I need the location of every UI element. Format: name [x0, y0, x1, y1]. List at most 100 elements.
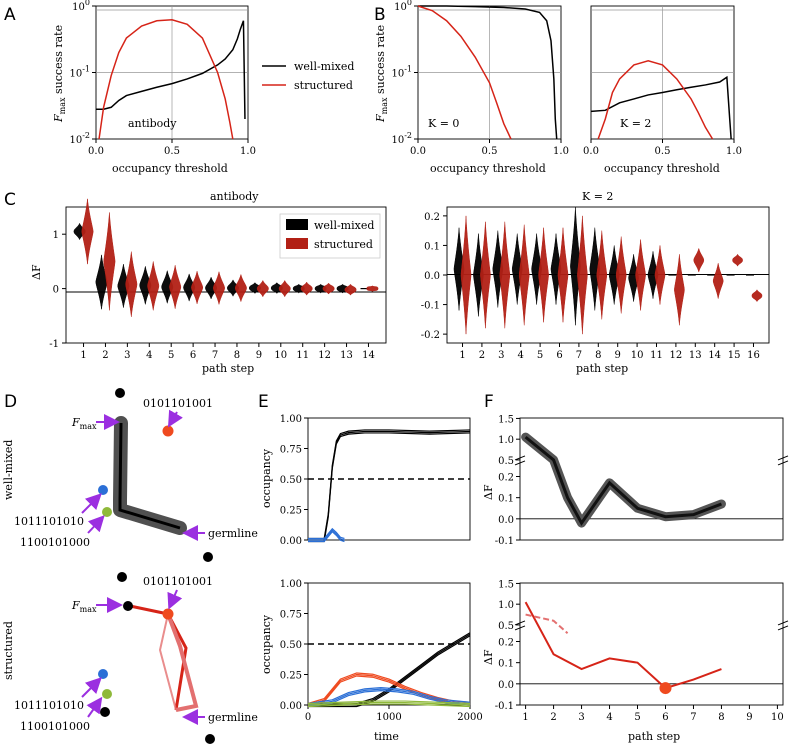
B2-xtick-label: 0.5 [655, 146, 671, 157]
C2-violin-structured [674, 254, 685, 326]
C1-ytick-label: 0 [53, 285, 59, 296]
C1-xtick-label: 2 [102, 350, 108, 361]
F2-xtick-label: 4 [606, 712, 612, 723]
E1-ytick-label: 0.50 [280, 475, 302, 486]
F2-highlight-marker [659, 682, 672, 695]
C1-xtick-label: 1 [80, 350, 86, 361]
panel-f-xlabel: path step [628, 730, 680, 743]
tick-exponent: 0 [407, 0, 412, 7]
panel-b-right-chart: K = 2 occupancy threshold 0.0 0.5 1.0 [583, 5, 742, 175]
E2-xtick-label: 2000 [457, 712, 482, 723]
C2-xtick-label: 13 [689, 350, 702, 361]
A-series-well-mixed [96, 20, 246, 119]
E2-xtick-label: 1000 [376, 712, 401, 723]
E2-xtick-label: 0 [305, 712, 311, 723]
C2-ytick-label: -0.1 [421, 301, 440, 312]
C2-xtick-label: 11 [650, 350, 663, 361]
E2-series-green [307, 700, 471, 705]
F2-ytick-label: 0.0 [498, 680, 514, 691]
C1-violin-structured [366, 285, 379, 292]
legend-c-well-mixed: well-mixed [314, 219, 374, 232]
C2-violin-structured [499, 221, 511, 329]
F2-ytick-label: 1.5 [498, 579, 514, 590]
B1-ytick-label: 10-1 [391, 65, 412, 80]
F1-series-well-mixed path [524, 435, 722, 526]
B1-xtick-label: 0.5 [482, 146, 498, 157]
B2-xtick-label: 0.0 [583, 146, 599, 157]
A-xtick-label: 0.0 [88, 146, 104, 157]
C2-xtick-label: 10 [631, 350, 644, 361]
structured-path [129, 604, 188, 711]
panel-e-bottom-chart: occupancy time 0.00 0.25 0.50 0.75 1.00 0 1000… [260, 579, 483, 743]
E2-ytick-label: 0.75 [280, 610, 302, 621]
node-bottom-right-2 [205, 734, 215, 744]
C1-violin-structured [125, 251, 138, 317]
C1-xtick-label: 5 [168, 350, 174, 361]
F2-ytick-label: -0.1 [495, 701, 514, 712]
C2-violin-structured [460, 215, 472, 335]
F2-axis-break [777, 620, 789, 626]
E1-series-F_max [308, 429, 471, 540]
F1-axis-break [777, 455, 789, 461]
C2-xtick-label: 16 [747, 350, 760, 361]
panel-c-right-xlabel: path step [576, 362, 628, 375]
A-xtick-label: 1.0 [240, 146, 256, 157]
C1-xtick-label: 12 [318, 350, 331, 361]
panel-letter-e: E [258, 392, 269, 412]
C2-violin-structured [557, 227, 569, 323]
C2-violin-structured [712, 263, 724, 299]
C2-violin-structured [596, 230, 608, 320]
node-blue [98, 485, 108, 495]
E2-ytick-label: 0.00 [280, 701, 302, 712]
E1-ytick-label: 1.00 [280, 414, 302, 425]
row-label-structured: structured [2, 621, 15, 680]
B1-series-well-mixed [418, 5, 558, 140]
C2-xtick-label: 7 [576, 350, 582, 361]
seq-mid-1: 1011101010 [14, 515, 84, 528]
C1-violin-structured [256, 279, 269, 298]
F1-ytick-label: 1.5 [498, 414, 514, 425]
legend-panel-a: well-mixed structured [262, 60, 354, 92]
panel-a-xlabel: occupancy threshold [112, 162, 228, 175]
panel-e-xlabel: time [374, 730, 399, 743]
node-blue-2 [98, 669, 108, 679]
E1-series-blue [308, 530, 345, 543]
panel-e-top-ylabel: occupancy [260, 448, 273, 508]
node-top-2 [117, 572, 127, 582]
node-top [115, 388, 125, 398]
seq-bot-1: 1100101000 [20, 536, 90, 549]
panel-letter-b: B [374, 5, 386, 25]
F2-axis-break [514, 620, 526, 626]
C1-violin-structured [169, 265, 182, 309]
panel-a-chart: antibody occupancy threshold Fmax succes… [52, 0, 256, 175]
C2-violin-structured [518, 224, 530, 326]
C1-xtick-label: 6 [190, 350, 196, 361]
C2-xtick-label: 4 [518, 350, 524, 361]
F2-xtick-label: 9 [746, 712, 752, 723]
C1-ytick-label: 1 [53, 230, 59, 241]
E1-series-blue [308, 529, 345, 541]
E2-series-blue [307, 688, 471, 706]
node-fmax-2 [123, 601, 133, 611]
C2-xtick-label: 3 [498, 350, 504, 361]
F2-xtick-label: 8 [718, 712, 724, 723]
F1-series-shadow [521, 432, 726, 528]
E1-series-F_max [308, 430, 471, 541]
F2-xtick-label: 5 [634, 712, 640, 723]
tick-exponent: 0 [85, 0, 90, 7]
E2-series-blue [307, 690, 471, 708]
F2-axis-break [777, 625, 789, 631]
F1-axis-break [514, 455, 526, 461]
F2-ytick-label: 1.0 [498, 600, 514, 611]
F2-xtick-label: 3 [578, 712, 584, 723]
C1-xtick-label: 11 [296, 350, 309, 361]
legend-structured-label: structured [294, 79, 353, 92]
C2-xtick-label: 2 [479, 350, 485, 361]
A-xtick-label: 0.5 [164, 146, 180, 157]
panel-b-left-xlabel: occupancy threshold [430, 162, 546, 175]
F2-ytick-label: 0.2 [498, 638, 514, 649]
C2-violin-structured [693, 248, 705, 273]
C1-violin-structured [278, 279, 291, 298]
B2-xtick-label: 1.0 [726, 146, 742, 157]
E2-series-green [307, 701, 471, 706]
